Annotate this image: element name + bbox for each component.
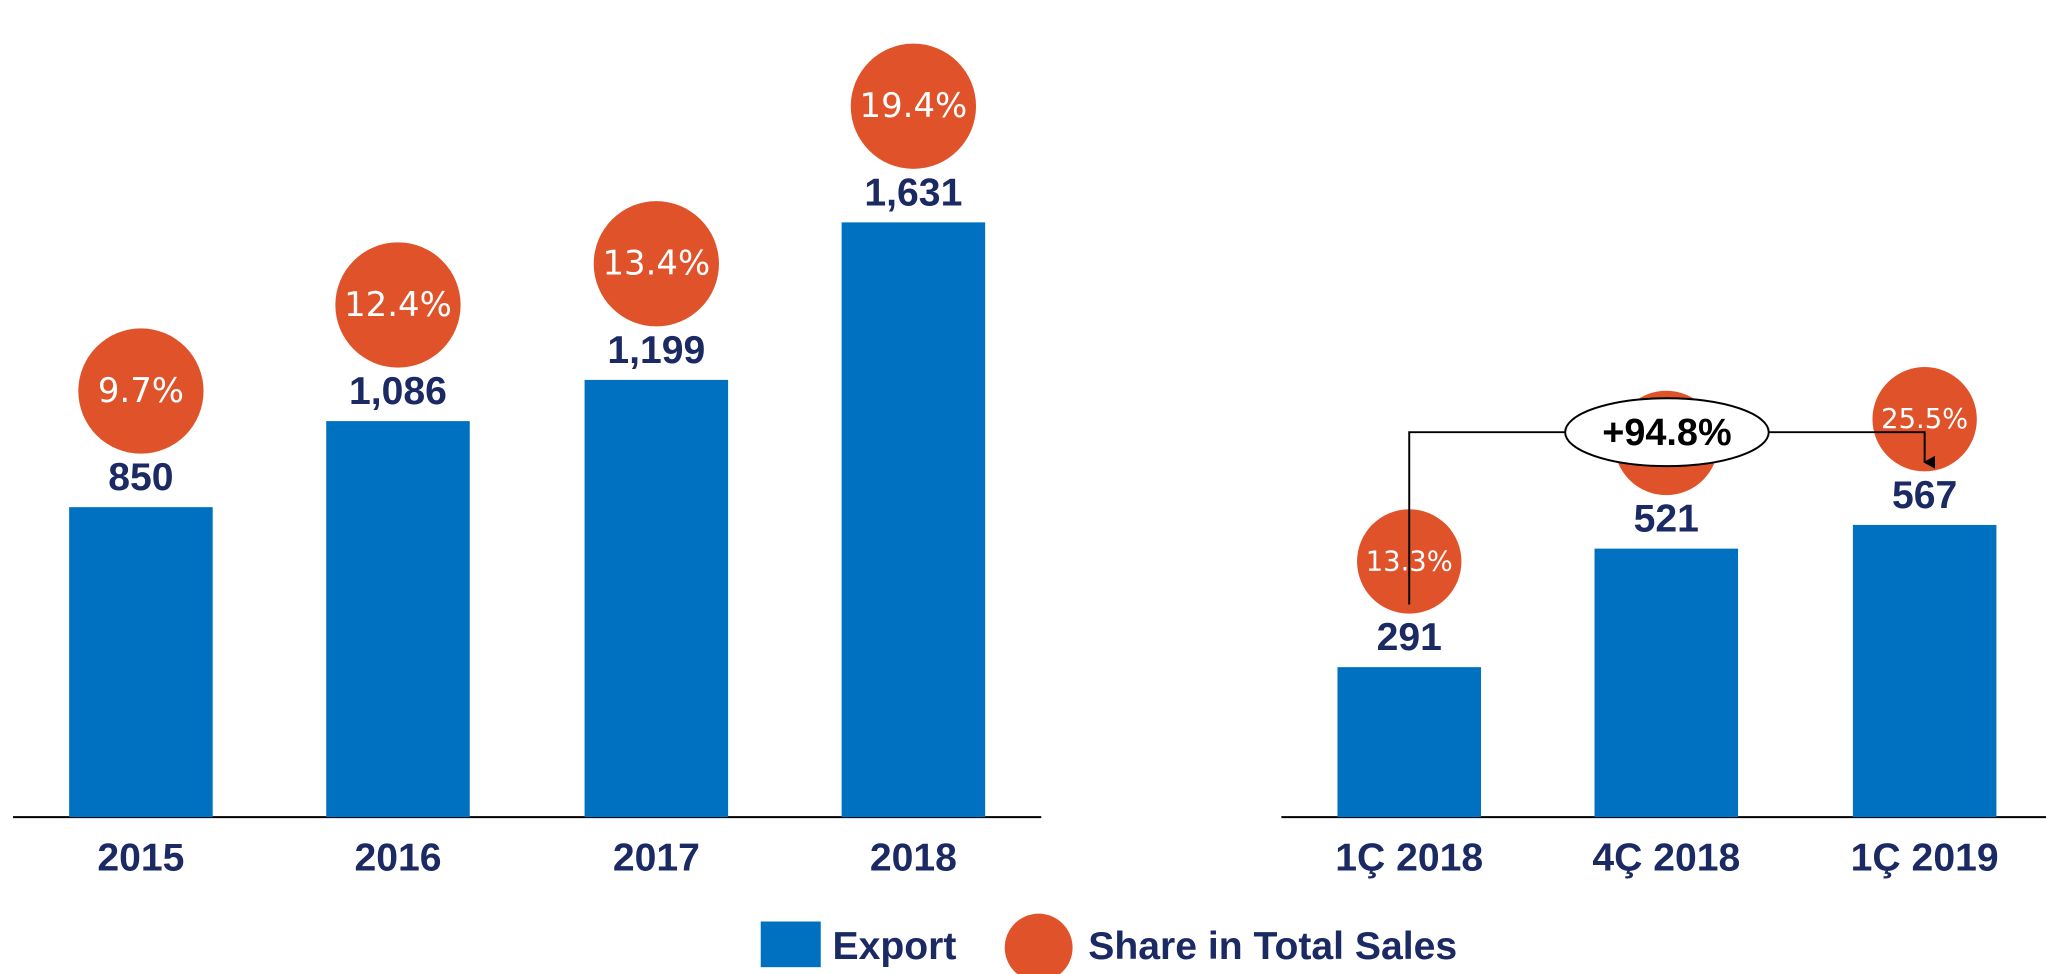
bar [1594, 548, 1739, 818]
bar [69, 507, 213, 818]
share-label: 13.4% [602, 244, 710, 283]
bar-value-label: 1,199 [607, 329, 705, 372]
growth-ellipse [1564, 397, 1770, 468]
bar [1337, 667, 1482, 818]
x-tick-label: 2018 [870, 837, 957, 880]
share-circle [335, 242, 461, 368]
share-label: 12.4% [344, 285, 452, 324]
x-tick-label: 4Ç 2018 [1592, 837, 1740, 880]
growth-arrow [1768, 431, 1936, 469]
x-tick-label: 1Ç 2018 [1335, 837, 1483, 880]
share-circle [78, 328, 204, 454]
bar-value-label: 850 [108, 456, 173, 499]
bar-value-label: 1,086 [349, 370, 447, 413]
share-circle [593, 201, 719, 327]
x-tick-label: 2017 [613, 837, 700, 880]
legend-swatch [1004, 913, 1073, 974]
bar [326, 421, 470, 818]
share-circle [850, 43, 977, 169]
bar-value-label: 291 [1377, 616, 1442, 659]
bar [1852, 524, 1997, 818]
share-label: 19.4% [860, 86, 968, 125]
growth-label: +94.8% [1602, 412, 1731, 454]
legend-label: Share in Total Sales [1088, 925, 1457, 968]
share-label: 25.5% [1881, 404, 1968, 435]
bar-value-label: 521 [1634, 498, 1699, 541]
growth-bracket [1408, 431, 1566, 605]
legend-label: Export [832, 925, 956, 968]
bar [584, 379, 729, 818]
share-circle [1872, 367, 1977, 472]
x-tick-label: 2016 [354, 837, 441, 880]
x-tick-label: 2015 [97, 837, 184, 880]
x-tick-label: 1Ç 2019 [1851, 837, 1999, 880]
bar [841, 222, 986, 818]
bar-value-label: 1,631 [864, 171, 962, 214]
share-label: 9.7% [98, 371, 184, 410]
bar-value-label: 567 [1892, 474, 1957, 517]
legend-swatch [760, 921, 821, 968]
